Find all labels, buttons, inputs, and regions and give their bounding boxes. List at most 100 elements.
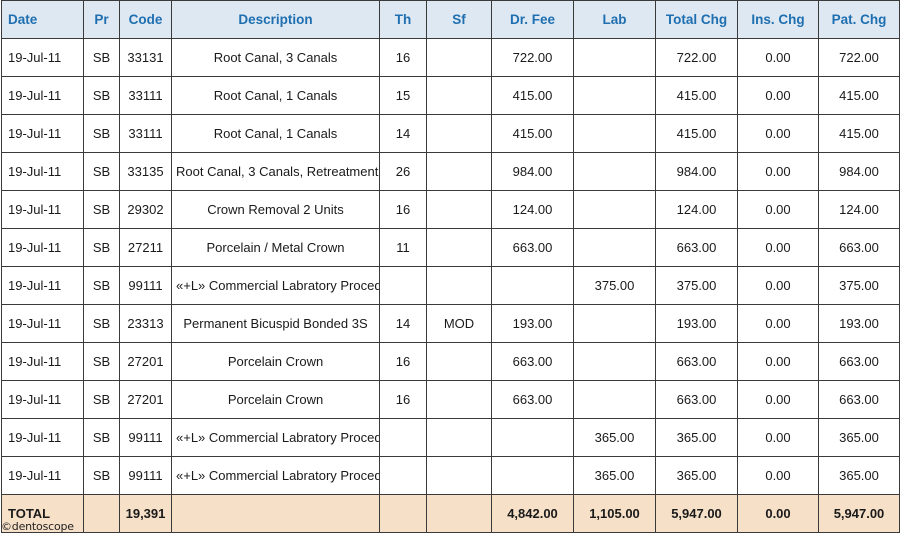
cell-pr: SB — [83, 38, 120, 77]
cell-total-chg: 663.00 — [655, 342, 738, 381]
cell-th: 16 — [379, 190, 427, 229]
total-pat-chg: 5,947.00 — [818, 494, 900, 533]
col-header-th[interactable]: Th — [379, 0, 427, 39]
cell-description: Root Canal, 3 Canals — [171, 38, 380, 77]
cell-sf — [426, 152, 492, 191]
cell-dr-fee — [491, 266, 574, 305]
watermark: ©dentoscope — [1, 520, 74, 533]
cell-lab: 365.00 — [573, 456, 656, 495]
table-row[interactable]: 19-Jul-11 SB 27211 Porcelain / Metal Crown 1… — [1, 228, 900, 267]
cell-pr: SB — [83, 114, 120, 153]
cell-th — [379, 266, 427, 305]
total-cell-pr — [83, 494, 120, 533]
cell-th: 11 — [379, 228, 427, 267]
total-ins-chg: 0.00 — [737, 494, 819, 533]
cell-pat-chg: 375.00 — [818, 266, 900, 305]
cell-ins-chg: 0.00 — [737, 114, 819, 153]
table-row[interactable]: 19-Jul-11 SB 33111 Root Canal, 1 Canals 14 41… — [1, 114, 900, 153]
col-header-total-chg[interactable]: Total Chg — [655, 0, 738, 39]
cell-sf — [426, 342, 492, 381]
cell-lab — [573, 380, 656, 419]
table-row[interactable]: 19-Jul-11 SB 99111 «+L» Commercial Labrator… — [1, 418, 900, 457]
total-total-chg: 5,947.00 — [655, 494, 738, 533]
cell-th: 15 — [379, 76, 427, 115]
cell-pat-chg: 663.00 — [818, 380, 900, 419]
cell-ins-chg: 0.00 — [737, 456, 819, 495]
cell-description: Porcelain Crown — [171, 380, 380, 419]
cell-ins-chg: 0.00 — [737, 380, 819, 419]
cell-dr-fee — [491, 456, 574, 495]
cell-sf — [426, 380, 492, 419]
cell-code: 23313 — [119, 304, 172, 343]
cell-pr: SB — [83, 76, 120, 115]
cell-total-chg: 365.00 — [655, 456, 738, 495]
cell-lab — [573, 152, 656, 191]
cell-dr-fee: 984.00 — [491, 152, 574, 191]
cell-dr-fee: 722.00 — [491, 38, 574, 77]
table-row[interactable]: 19-Jul-11 SB 33111 Root Canal, 1 Canals 15 41… — [1, 76, 900, 115]
total-code-sum: 19,391 — [119, 494, 172, 533]
cell-lab — [573, 304, 656, 343]
cell-description: «+L» Commercial Labratory Proced — [171, 456, 380, 495]
cell-dr-fee: 193.00 — [491, 304, 574, 343]
cell-pat-chg: 365.00 — [818, 418, 900, 457]
col-header-lab[interactable]: Lab — [573, 0, 656, 39]
col-header-description[interactable]: Description — [171, 0, 380, 39]
cell-ins-chg: 0.00 — [737, 418, 819, 457]
cell-code: 33111 — [119, 76, 172, 115]
cell-date: 19-Jul-11 — [1, 304, 84, 343]
cell-code: 27211 — [119, 228, 172, 267]
cell-code: 27201 — [119, 380, 172, 419]
cell-pr: SB — [83, 266, 120, 305]
cell-lab: 375.00 — [573, 266, 656, 305]
total-lab: 1,105.00 — [573, 494, 656, 533]
col-header-date[interactable]: Date — [1, 0, 84, 39]
cell-pr: SB — [83, 228, 120, 267]
cell-dr-fee — [491, 418, 574, 457]
total-row: TOTAL 19,391 4,842.00 1,105.00 5,947.00 … — [1, 494, 900, 533]
total-cell-th — [379, 494, 427, 533]
total-dr-fee: 4,842.00 — [491, 494, 574, 533]
col-header-ins-chg[interactable]: Ins. Chg — [737, 0, 819, 39]
cell-pr: SB — [83, 418, 120, 457]
table-row[interactable]: 19-Jul-11 SB 27201 Porcelain Crown 16 663.00 6… — [1, 342, 900, 381]
table-row[interactable]: 19-Jul-11 SB 33135 Root Canal, 3 Canals, Re… — [1, 152, 900, 191]
cell-lab — [573, 342, 656, 381]
cell-total-chg: 722.00 — [655, 38, 738, 77]
table-row[interactable]: 19-Jul-11 SB 29302 Crown Removal 2 Units 16 1… — [1, 190, 900, 229]
cell-total-chg: 663.00 — [655, 380, 738, 419]
total-cell-sf — [426, 494, 492, 533]
cell-date: 19-Jul-11 — [1, 380, 84, 419]
cell-th: 16 — [379, 380, 427, 419]
cell-date: 19-Jul-11 — [1, 342, 84, 381]
cell-pat-chg: 365.00 — [818, 456, 900, 495]
cell-pr: SB — [83, 190, 120, 229]
cell-sf — [426, 114, 492, 153]
col-header-pr[interactable]: Pr — [83, 0, 120, 39]
cell-sf — [426, 456, 492, 495]
table-row[interactable]: 19-Jul-11 SB 99111 «+L» Commercial Labrator… — [1, 456, 900, 495]
cell-date: 19-Jul-11 — [1, 152, 84, 191]
cell-pat-chg: 415.00 — [818, 76, 900, 115]
table-row[interactable]: 19-Jul-11 SB 33131 Root Canal, 3 Canals 16 72… — [1, 38, 900, 77]
cell-th: 14 — [379, 114, 427, 153]
table-row[interactable]: 19-Jul-11 SB 23313 Permanent Bicuspid Bonde… — [1, 304, 900, 343]
cell-total-chg: 415.00 — [655, 114, 738, 153]
table-row[interactable]: 19-Jul-11 SB 27201 Porcelain Crown 16 663.00 6… — [1, 380, 900, 419]
table-row[interactable]: 19-Jul-11 SB 99111 «+L» Commercial Labrator… — [1, 266, 900, 305]
col-header-sf[interactable]: Sf — [426, 0, 492, 39]
col-header-pat-chg[interactable]: Pat. Chg — [818, 0, 900, 39]
cell-code: 33135 — [119, 152, 172, 191]
cell-pat-chg: 124.00 — [818, 190, 900, 229]
cell-date: 19-Jul-11 — [1, 76, 84, 115]
cell-ins-chg: 0.00 — [737, 152, 819, 191]
cell-pat-chg: 193.00 — [818, 304, 900, 343]
cell-code: 33111 — [119, 114, 172, 153]
col-header-code[interactable]: Code — [119, 0, 172, 39]
col-header-dr-fee[interactable]: Dr. Fee — [491, 0, 574, 39]
cell-lab — [573, 190, 656, 229]
cell-pr: SB — [83, 380, 120, 419]
cell-th: 14 — [379, 304, 427, 343]
cell-pr: SB — [83, 152, 120, 191]
cell-ins-chg: 0.00 — [737, 76, 819, 115]
